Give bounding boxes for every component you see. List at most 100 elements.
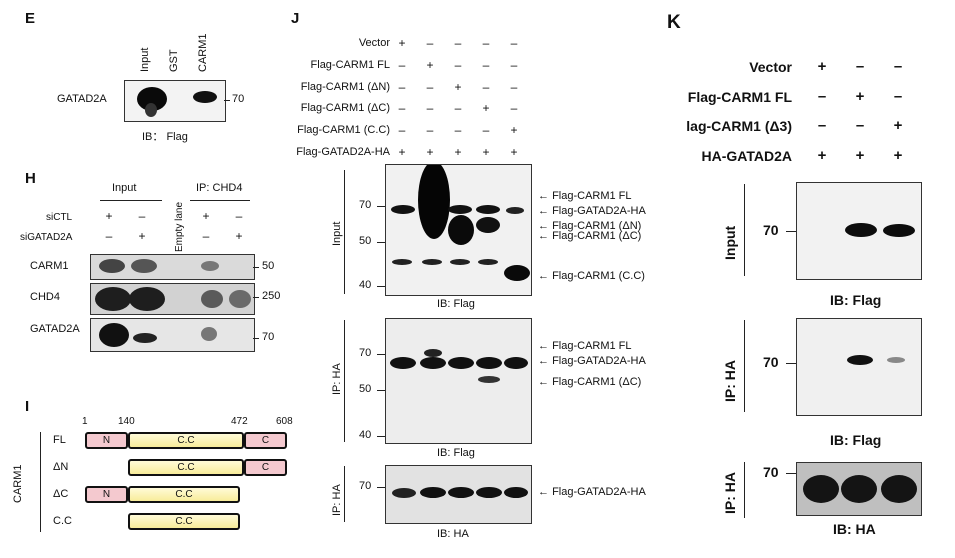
sign: + (454, 80, 462, 94)
blot-e (124, 80, 226, 122)
construct-label: ΔC (53, 488, 69, 500)
domain-cc: C.C (128, 486, 240, 503)
sign: + (510, 145, 518, 159)
sign: – (454, 58, 462, 72)
mw-marker: 70 (763, 222, 779, 238)
position-label: 608 (276, 416, 293, 427)
sign: – (855, 117, 865, 134)
sign: – (426, 101, 434, 115)
construct-label: ΔN (53, 461, 69, 473)
band-arrow-label: ← Flag-CARM1 FL (538, 340, 632, 352)
band-arrow-label: ← Flag-CARM1 (C.C) (538, 270, 645, 282)
panel-j-letter: J (291, 10, 300, 27)
sign: – (454, 123, 462, 137)
condition-label: Flag-CARM1 (C.C) (297, 124, 390, 136)
blot-h-chd4 (90, 283, 255, 315)
band-arrow-label: ← Flag-GATAD2A-HA (538, 486, 646, 498)
mw-marker: 70 (359, 347, 372, 359)
mw-marker: 50 (359, 235, 372, 247)
panel-i-letter: I (25, 398, 30, 415)
sign: – (398, 101, 406, 115)
sign: + (817, 58, 827, 75)
input-side-label: Input (722, 225, 738, 260)
sign: + (454, 145, 462, 159)
mw-marker: 50 (359, 383, 372, 395)
mw-marker: 70 (359, 199, 372, 211)
construct-label: FL (53, 434, 66, 446)
sign: – (855, 58, 865, 75)
ib-label: IB: Flag (437, 447, 475, 459)
ha-side-label: IP: HA (331, 484, 343, 516)
lane-label: CARM1 (197, 33, 209, 72)
sign: – (398, 123, 406, 137)
condition-label: lag-CARM1 (Δ3) (686, 118, 792, 134)
mw-marker: 70 (232, 93, 245, 105)
carm1-group-label: CARM1 (12, 464, 24, 503)
domain-c: C (244, 459, 287, 476)
row-label-sictl: siCTL (46, 212, 73, 223)
position-label: 472 (231, 416, 248, 427)
ib-label: IB: HA (437, 528, 469, 540)
domain-cc: C.C (128, 513, 240, 530)
blot-h-gatad2a (90, 318, 255, 352)
condition-label: Vector (358, 37, 390, 49)
band-arrow-label: ← Flag-GATAD2A-HA (538, 205, 646, 217)
sign: + (817, 147, 827, 164)
blot-k-ha (796, 462, 922, 516)
sign: – (510, 101, 518, 115)
sign: – (817, 117, 827, 134)
row-label-sigatad2a: siGATAD2A (20, 232, 73, 243)
sign: – (510, 36, 518, 50)
blot-j-ha (385, 465, 532, 524)
sign: + (202, 209, 210, 223)
domain-cc: C.C (128, 459, 244, 476)
input-header: Input (112, 182, 137, 194)
domain-cc: C.C (128, 432, 244, 449)
mw-marker: 40 (359, 279, 372, 291)
sign: – (454, 36, 462, 50)
sign: – (482, 36, 490, 50)
mw-marker: 70 (763, 464, 779, 480)
sign: – (426, 36, 434, 50)
sign: + (855, 88, 865, 105)
sign: + (893, 147, 903, 164)
sign: + (398, 36, 406, 50)
domain-n: N (85, 432, 128, 449)
ib-label: IB: HA (833, 521, 876, 537)
condition-label: Flag-CARM1 (ΔC) (300, 102, 390, 114)
condition-label: Flag-CARM1 (ΔN) (300, 81, 390, 93)
sign: – (426, 80, 434, 94)
sign: – (105, 229, 113, 243)
sign: + (893, 117, 903, 134)
mw-marker: 40 (359, 429, 372, 441)
condition-label: Vector (749, 59, 792, 75)
sign: + (426, 145, 434, 159)
construct-label: C.C (53, 515, 72, 527)
panel-k-letter: K (667, 12, 681, 33)
condition-label: Flag-CARM1 FL (310, 59, 390, 71)
position-label: 1 (82, 416, 88, 427)
sign: – (454, 101, 462, 115)
mw-marker: 250 (262, 290, 281, 302)
mw-marker: 70 (262, 331, 275, 343)
ip-side-label: IP: HA (722, 360, 738, 402)
lane-label: GST (168, 49, 180, 72)
band-arrow-label: ← Flag-GATAD2A-HA (538, 355, 646, 367)
band-arrow-label: ← Flag-CARM1 (ΔC) (538, 230, 642, 242)
sign: – (510, 80, 518, 94)
sign: – (817, 88, 827, 105)
sign: + (398, 145, 406, 159)
blot-label: CARM1 (30, 260, 69, 272)
sign: + (482, 145, 490, 159)
condition-label: Flag-CARM1 FL (687, 89, 792, 105)
empty-lane-label: Empty lane (174, 201, 185, 252)
sign: + (138, 229, 146, 243)
sign: – (893, 88, 903, 105)
sign: – (398, 80, 406, 94)
blot-label: CHD4 (30, 291, 60, 303)
sign: – (482, 58, 490, 72)
sign: – (426, 123, 434, 137)
panel-h-letter: H (25, 170, 36, 187)
lane-label: Input (139, 47, 151, 72)
blot-j-ip-flag (385, 318, 532, 444)
